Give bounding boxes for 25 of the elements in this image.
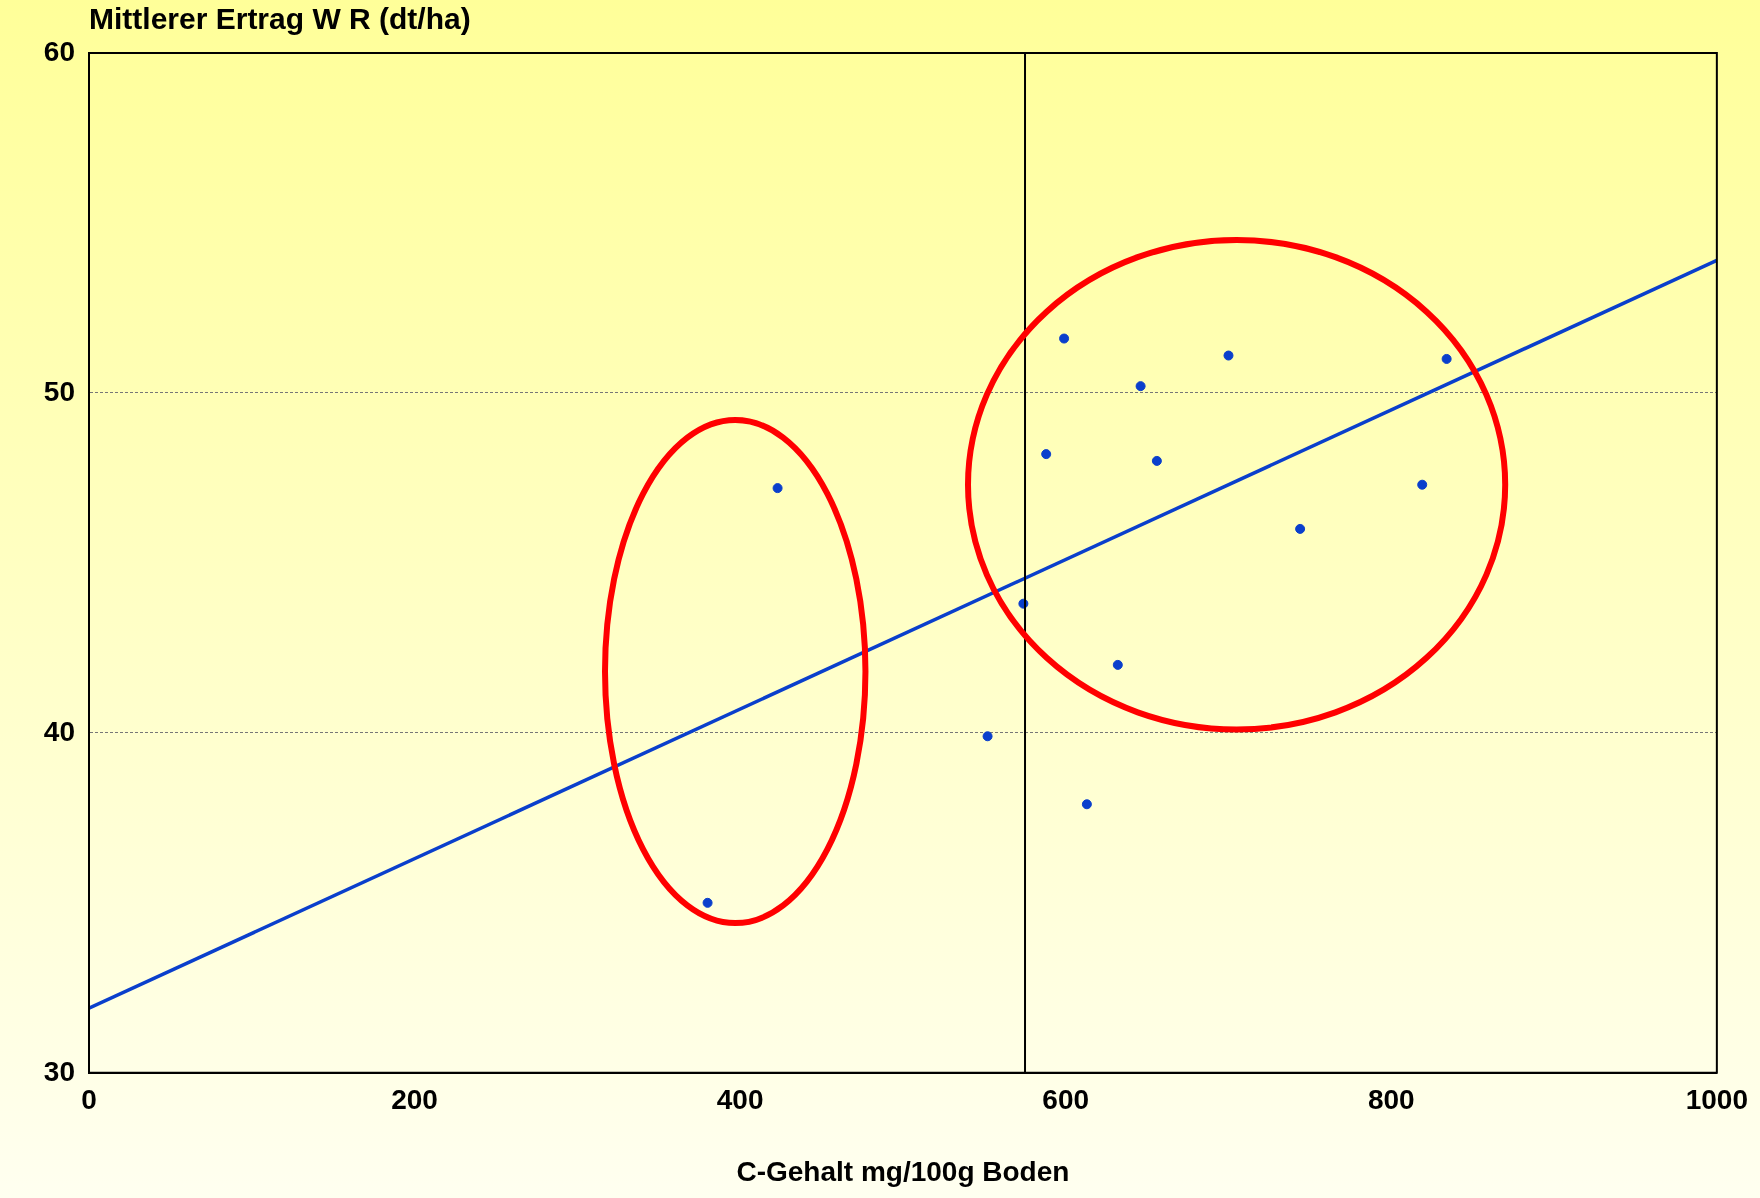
point (1135, 381, 1146, 392)
y-tick-label: 40 (43, 715, 75, 747)
point (1223, 350, 1234, 361)
point (772, 483, 783, 494)
y-axis-title: Mittlerer Ertrag W R (dt/ha) (89, 2, 471, 36)
y-tick-label: 50 (43, 375, 75, 407)
point (1417, 479, 1428, 490)
y-tick-label: 60 (43, 35, 75, 67)
y-tick-label: 30 (43, 1055, 75, 1087)
x-tick-label: 800 (1367, 1084, 1415, 1116)
point (1081, 799, 1092, 810)
point (1041, 449, 1052, 460)
point (1112, 659, 1123, 670)
x-tick-label: 600 (1042, 1084, 1090, 1116)
x-axis-title: C-Gehalt mg/100g Boden (736, 1155, 1070, 1187)
point (1295, 523, 1306, 534)
x-tick-label: 1000 (1685, 1084, 1748, 1116)
x-tick-label: 200 (391, 1084, 438, 1116)
point (1059, 333, 1070, 344)
x-tick-label: 400 (716, 1084, 764, 1116)
x-tick-label: 0 (81, 1084, 97, 1116)
point (1151, 455, 1162, 466)
point (982, 731, 993, 742)
point (702, 897, 713, 908)
point (1441, 353, 1452, 364)
